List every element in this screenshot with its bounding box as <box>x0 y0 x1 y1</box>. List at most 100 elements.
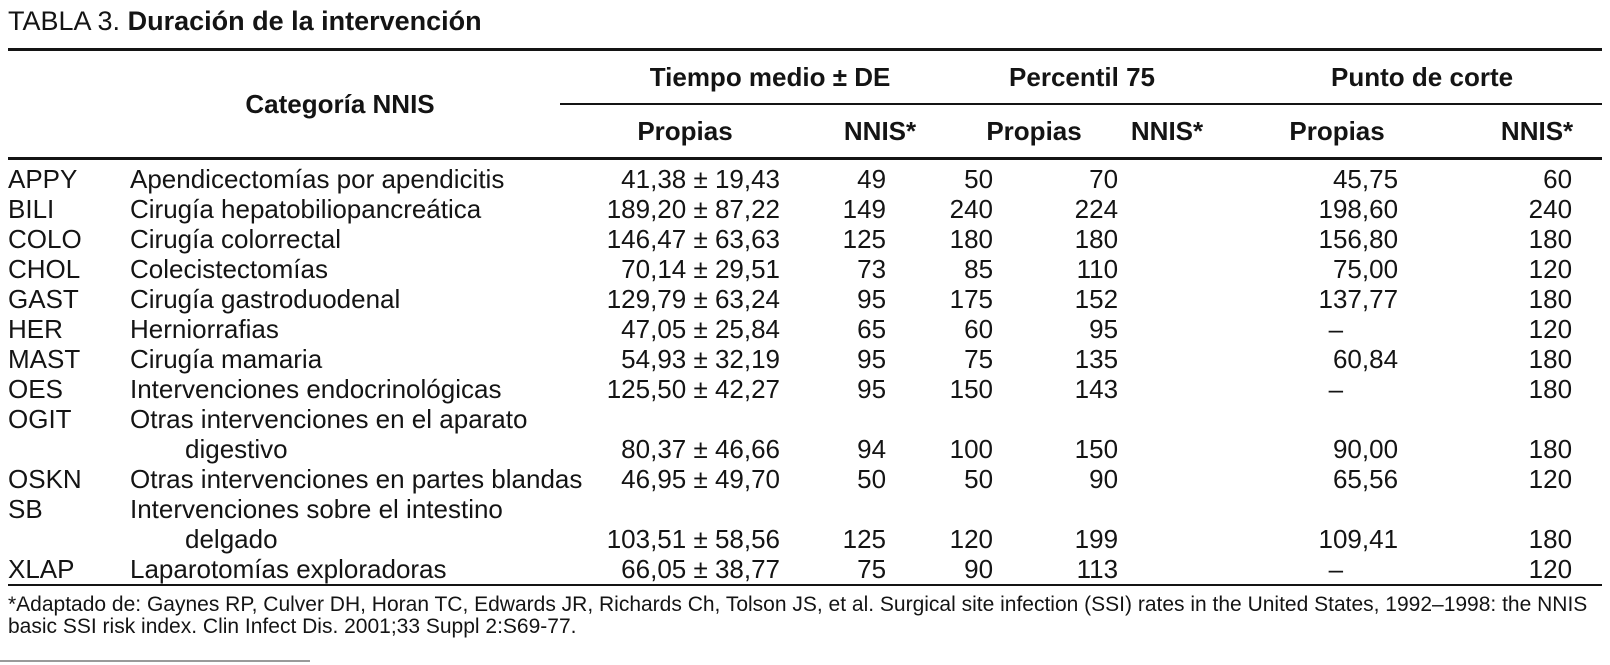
row-value: 125 <box>842 524 887 554</box>
row-value: 80,37 ± 46,66 <box>621 434 781 464</box>
row-value: 90,00 <box>1332 434 1399 464</box>
row-value: 146,47 ± 63,63 <box>606 224 781 254</box>
row-value: – <box>1328 314 1344 344</box>
header-group-punto-de-corte: Punto de corte <box>1148 49 1603 105</box>
header-group-percentil-75: Percentil 75 <box>898 49 1155 105</box>
nnis-duration-table: Categoría NNIS Tiempo medio ± DE Percent… <box>8 48 1603 586</box>
row-value: 199 <box>1074 524 1119 554</box>
row-description: Intervenciones endocrinológicas <box>130 374 502 404</box>
row-code: APPY <box>8 164 78 194</box>
row-description: Cirugía gastroduodenal <box>130 284 401 314</box>
row-code: XLAP <box>8 554 75 584</box>
row-value: 45,75 <box>1332 164 1399 194</box>
table-number: TABLA 3. <box>8 6 121 36</box>
row-value: – <box>1328 554 1344 584</box>
row-value: 46,95 ± 49,70 <box>621 464 781 494</box>
row-value: 180 <box>1528 374 1573 404</box>
subheader-punto-propias: Propias <box>1148 104 1409 160</box>
row-code: GAST <box>8 284 79 314</box>
row-value: 240 <box>1528 194 1573 224</box>
row-value: 85 <box>964 254 994 284</box>
row-value: 60,84 <box>1332 344 1399 374</box>
row-value: 175 <box>949 284 994 314</box>
row-value: 135 <box>1074 344 1119 374</box>
table-footnote: *Adaptado de: Gaynes RP, Culver DH, Hora… <box>8 593 1588 638</box>
table-row: COLO Cirugía colorrectal 146,47 ± 63,63 125… <box>8 224 1602 254</box>
row-value: 41,38 ± 19,43 <box>621 164 781 194</box>
row-value: 95 <box>857 284 887 314</box>
row-value: 70,14 ± 29,51 <box>621 254 781 284</box>
row-value: 180 <box>1528 224 1573 254</box>
row-value: 180 <box>1528 344 1573 374</box>
row-value: 109,41 <box>1318 524 1399 554</box>
row-value: 150 <box>1074 434 1119 464</box>
row-value: 120 <box>1528 254 1573 284</box>
row-value: 94 <box>857 434 887 464</box>
row-value: 90 <box>964 554 994 584</box>
row-value: 70 <box>1089 164 1119 194</box>
row-code: COLO <box>8 224 82 254</box>
scan-artifact-line <box>0 660 310 662</box>
row-value: 95 <box>857 374 887 404</box>
row-value: 150 <box>949 374 994 404</box>
header-group-tiempo-medio: Tiempo medio ± DE <box>560 49 899 105</box>
row-value: 189,20 ± 87,22 <box>606 194 781 224</box>
row-value: 143 <box>1074 374 1119 404</box>
row-value: 180 <box>1528 524 1573 554</box>
table-row: OGIT Otras intervenciones en el aparato di… <box>8 404 1602 464</box>
table-row: MAST Cirugía mamaria 54,93 ± 32,19 95 75 135 6… <box>8 344 1602 374</box>
row-description: Cirugía hepatobiliopancreática <box>130 194 482 224</box>
row-value: 120 <box>1528 464 1573 494</box>
table-row: OSKN Otras intervenciones en partes bland… <box>8 464 1602 494</box>
row-value: 50 <box>964 164 994 194</box>
row-code: HER <box>8 314 63 344</box>
row-value: 49 <box>857 164 887 194</box>
table-title: TABLA 3. Duración de la intervención <box>0 0 1610 36</box>
row-value: 129,79 ± 63,24 <box>606 284 781 314</box>
row-value: 65,56 <box>1332 464 1399 494</box>
row-value: 60 <box>964 314 994 344</box>
row-value: 137,77 <box>1318 284 1399 314</box>
row-value: 180 <box>949 224 994 254</box>
table-row: SB Intervenciones sobre el intestino delga… <box>8 494 1602 554</box>
subheader-percentil-nnis: NNIS* <box>1018 104 1203 160</box>
row-value: 95 <box>1089 314 1119 344</box>
row-code: MAST <box>8 344 81 374</box>
row-value: 180 <box>1528 284 1573 314</box>
row-description: Apendicectomías por apendicitis <box>130 164 505 194</box>
row-value: 180 <box>1074 224 1119 254</box>
row-value: 125 <box>842 224 887 254</box>
row-description: Otras intervenciones en partes blandas <box>130 464 583 494</box>
row-code: SB <box>8 494 43 524</box>
header-category: Categoría NNIS <box>8 49 561 160</box>
row-description: Herniorrafias <box>130 314 279 344</box>
row-value: 95 <box>857 344 887 374</box>
row-value: 65 <box>857 314 887 344</box>
row-value: 54,93 ± 32,19 <box>621 344 781 374</box>
row-value: 180 <box>1528 434 1573 464</box>
table-row: OES Intervenciones endocrinológicas 125,50… <box>8 374 1602 404</box>
row-description: Cirugía mamaria <box>130 344 323 374</box>
row-code: OSKN <box>8 464 82 494</box>
row-value: 110 <box>1076 254 1119 284</box>
table-row: HER Herniorrafias 47,05 ± 25,84 65 60 95 – 120 <box>8 314 1602 344</box>
row-value: 50 <box>857 464 887 494</box>
row-value: – <box>1328 374 1344 404</box>
row-code: BILI <box>8 194 55 224</box>
row-value: 60 <box>1543 164 1573 194</box>
row-description: Intervenciones sobre el intestino delgado <box>130 494 503 554</box>
row-value: 100 <box>949 434 994 464</box>
subheader-tiempo-nnis: NNIS* <box>788 104 916 160</box>
row-value: 156,80 <box>1318 224 1399 254</box>
table-row: CHOL Colecistectomías 70,14 ± 29,51 73 85 110… <box>8 254 1602 284</box>
subheader-tiempo-propias: Propias <box>560 104 789 160</box>
row-value: 240 <box>949 194 994 224</box>
table-body: APPY Apendicectomías por apendicitis 41,38… <box>8 159 1602 586</box>
row-description: Colecistectomías <box>130 254 328 284</box>
row-value: 120 <box>949 524 994 554</box>
row-value: 152 <box>1074 284 1119 314</box>
row-value: 73 <box>857 254 887 284</box>
row-value: 75 <box>964 344 994 374</box>
table-title-text: Duración de la intervención <box>127 6 482 36</box>
row-code: OGIT <box>8 404 72 434</box>
